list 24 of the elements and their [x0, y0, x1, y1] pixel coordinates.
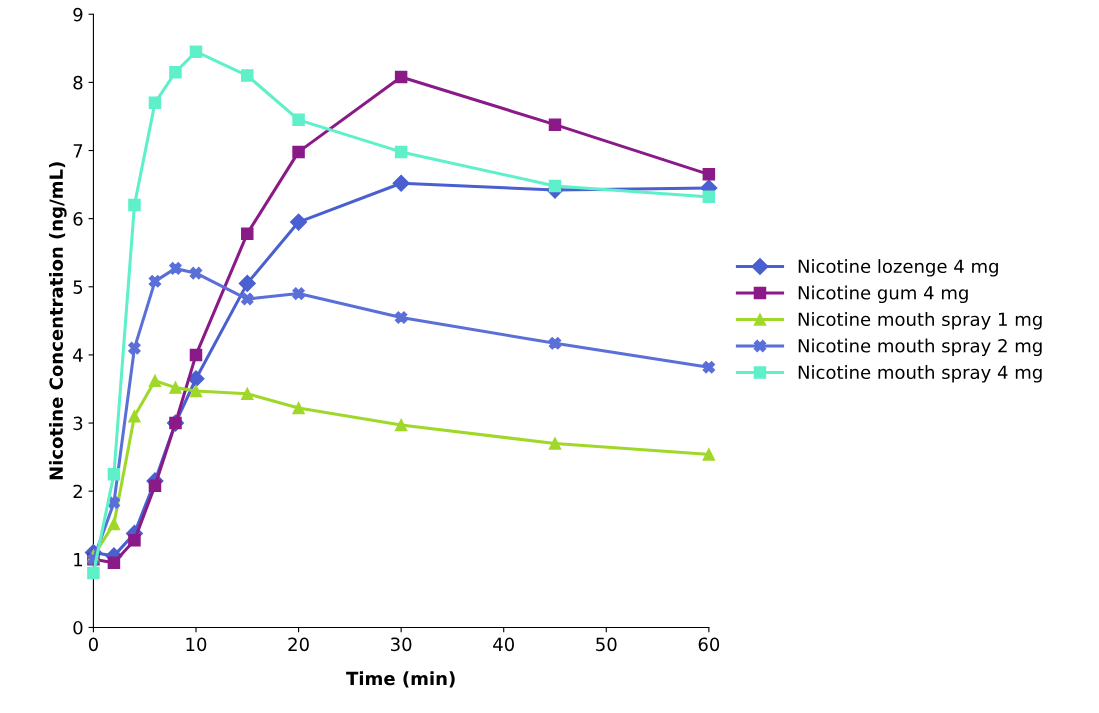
y-tick-label: 7	[73, 144, 83, 158]
x-tick-label: 40	[493, 637, 514, 652]
y-tick-label: 4	[73, 348, 83, 362]
legend-label: Nicotine gum 4 mg	[798, 285, 968, 304]
y-tick-label: 8	[73, 75, 83, 90]
x-tick-label: 50	[596, 637, 617, 652]
x-axis-title: Time (min)	[346, 671, 455, 688]
legend-label: Nicotine mouth spray 1 mg	[798, 312, 1042, 330]
y-tick-label: 5	[73, 280, 83, 294]
y-tick-label: 1	[74, 553, 83, 567]
y-tick-label: 2	[73, 484, 82, 499]
x-tick-label: 10	[186, 637, 207, 652]
y-tick-label: 3	[73, 416, 83, 431]
y-axis-title: Nicotine Concentration (ng/mL)	[49, 162, 67, 480]
y-tick-label: 9	[73, 7, 83, 22]
legend-label: Nicotine mouth spray 2 mg	[798, 338, 1042, 357]
y-tick-label: 0	[73, 620, 83, 635]
legend-label: Nicotine lozenge 4 mg	[798, 259, 998, 277]
x-tick-label: 30	[391, 637, 412, 652]
legend-label: Nicotine mouth spray 4 mg	[798, 365, 1042, 383]
x-tick-label: 20	[288, 637, 309, 652]
x-tick-label: 0	[88, 637, 98, 652]
x-tick-label: 60	[698, 637, 720, 652]
y-tick-label: 6	[73, 212, 83, 226]
